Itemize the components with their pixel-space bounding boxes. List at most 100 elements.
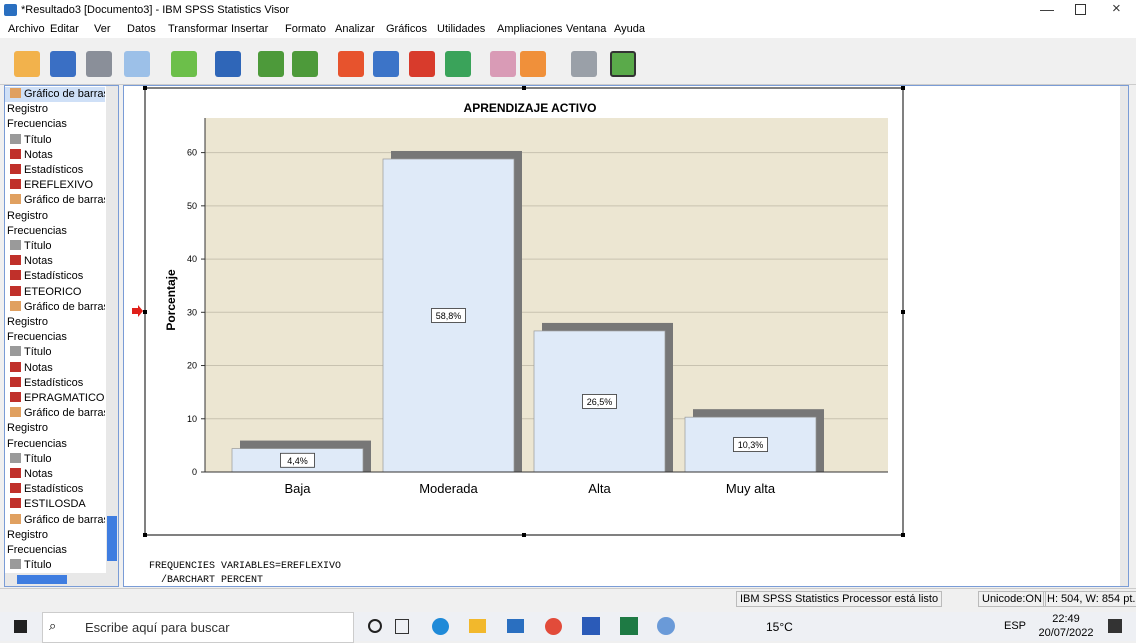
mail-icon[interactable] <box>507 619 524 633</box>
minimize-button[interactable]: — <box>1040 1 1054 17</box>
outline-item[interactable]: Gráfico de barras <box>5 513 105 528</box>
open-button[interactable] <box>14 51 40 77</box>
close-button[interactable]: × <box>1112 0 1121 17</box>
menu-item[interactable]: Utilidades <box>437 23 486 35</box>
outline-icon <box>10 361 21 372</box>
explorer-icon[interactable] <box>469 619 486 633</box>
redo-button[interactable] <box>292 51 318 77</box>
outline-item[interactable]: ETEORICO <box>5 285 105 300</box>
recall-button[interactable] <box>215 51 241 77</box>
outline-item[interactable]: Gráfico de barras <box>5 87 105 102</box>
outline-item[interactable]: Registro <box>5 421 107 436</box>
outline-item[interactable]: Gráfico de barras <box>5 300 105 315</box>
scroll-thumb[interactable] <box>17 575 67 584</box>
menu-item[interactable]: Formato <box>285 23 326 35</box>
syntax-line: /BARCHART PERCENT <box>149 575 264 586</box>
taskview-button[interactable] <box>395 619 409 634</box>
hide-button[interactable] <box>571 51 597 77</box>
output-pane: FREQUENCIES VARIABLES=EREFLEXIVO /BARCHA… <box>123 85 1129 587</box>
outline-item[interactable]: Estadísticos <box>5 376 105 391</box>
outline-item[interactable]: Título <box>5 558 105 573</box>
chrome-icon[interactable] <box>545 618 562 635</box>
excel-icon[interactable] <box>620 617 638 635</box>
outline-item[interactable]: Notas <box>5 467 105 482</box>
menu-item[interactable]: Ventana <box>566 23 607 35</box>
outline-item[interactable]: Registro <box>5 102 107 117</box>
outline-item[interactable]: Estadísticos <box>5 269 105 284</box>
temperature[interactable]: 15°C <box>766 620 793 634</box>
app-icon <box>4 4 17 16</box>
menu-item[interactable]: Archivo <box>8 23 45 35</box>
start-button[interactable] <box>14 620 27 633</box>
syntax-line: FREQUENCIES VARIABLES=EREFLEXIVO <box>149 561 342 572</box>
print-button[interactable] <box>86 51 112 77</box>
clock-date[interactable]: 20/07/2022 <box>1038 627 1094 639</box>
undo-button[interactable] <box>258 51 284 77</box>
designate-button[interactable] <box>490 51 516 77</box>
menu-item[interactable]: Transformar <box>168 23 228 35</box>
maximize-button[interactable] <box>1075 4 1086 15</box>
outline-icon <box>10 179 21 190</box>
outline-item[interactable]: Frecuencias <box>5 330 107 345</box>
menu-item[interactable]: Insertar <box>231 23 269 35</box>
outline-item[interactable]: ESTILOSDA <box>5 497 105 512</box>
vertical-scrollbar[interactable] <box>1120 86 1128 586</box>
outline-item[interactable]: Título <box>5 452 105 467</box>
outline-item[interactable]: Notas <box>5 254 105 269</box>
outline-item[interactable]: Frecuencias <box>5 543 107 558</box>
show-button[interactable] <box>610 51 636 77</box>
menu-item[interactable]: Ayuda <box>614 23 645 35</box>
vertical-scrollbar[interactable] <box>106 86 118 586</box>
outline-item[interactable]: Gráfico de barras <box>5 193 105 208</box>
status-processor: IBM SPSS Statistics Processor está listo <box>736 591 943 607</box>
script-button[interactable] <box>520 51 546 77</box>
word-icon[interactable] <box>582 617 600 635</box>
outline-item[interactable]: Gráfico de barras <box>5 406 105 421</box>
outline-item[interactable]: Frecuencias <box>5 437 107 452</box>
outline-icon <box>10 452 21 463</box>
menu-item[interactable]: Datos <box>127 23 156 35</box>
window-title: *Resultado3 [Documento3] - IBM SPSS Stat… <box>21 4 290 16</box>
cortana-button[interactable] <box>368 619 382 633</box>
outline-label: Frecuencias <box>7 544 67 556</box>
menu-item[interactable]: Ampliaciones <box>497 23 563 35</box>
outline-icon <box>10 194 21 205</box>
outline-item[interactable]: EPRAGMATICO <box>5 391 105 406</box>
outline-item[interactable]: EREFLEXIVO <box>5 178 105 193</box>
outline-item[interactable]: Registro <box>5 209 107 224</box>
edge-icon[interactable] <box>432 618 449 635</box>
status-bar: IBM SPSS Statistics Processor está listo… <box>0 588 1136 607</box>
outline-item[interactable]: Frecuencias <box>5 117 107 132</box>
menu-item[interactable]: Gráficos <box>386 23 427 35</box>
spss-icon[interactable] <box>657 617 675 635</box>
insert-button[interactable] <box>445 51 471 77</box>
outline-label: Frecuencias <box>7 224 67 237</box>
preview-button[interactable] <box>124 51 150 77</box>
outline-item[interactable]: Título <box>5 133 105 148</box>
outline-item[interactable]: Notas <box>5 148 105 163</box>
outline-item[interactable]: Estadísticos <box>5 482 105 497</box>
outline-item[interactable]: Título <box>5 239 105 254</box>
outline-label: Frecuencias <box>7 118 67 131</box>
save-button[interactable] <box>50 51 76 77</box>
outline-item[interactable]: Notas <box>5 361 105 376</box>
clock-time[interactable]: 22:49 <box>1052 613 1080 625</box>
language[interactable]: ESP <box>1004 620 1027 632</box>
variables-button[interactable] <box>409 51 435 77</box>
outline-item[interactable]: Estadísticos <box>5 163 105 178</box>
menu-item[interactable]: Ver <box>94 23 111 35</box>
outline-item[interactable]: Registro <box>5 315 107 330</box>
scroll-thumb[interactable] <box>107 516 117 561</box>
outline-label: Notas <box>24 148 53 161</box>
menu-item[interactable]: Analizar <box>335 23 375 35</box>
outline-item[interactable]: Frecuencias <box>5 224 107 239</box>
outline-item[interactable]: Registro <box>5 528 107 543</box>
notifications[interactable] <box>1108 619 1122 633</box>
export-button[interactable] <box>171 51 197 77</box>
menu-item[interactable]: Editar <box>50 23 79 35</box>
goto-data-button[interactable] <box>338 51 364 77</box>
outline-item[interactable]: Título <box>5 345 105 360</box>
goto-case-button[interactable] <box>373 51 399 77</box>
search-box[interactable]: ⌕ Escribe aquí para buscar <box>42 612 354 643</box>
